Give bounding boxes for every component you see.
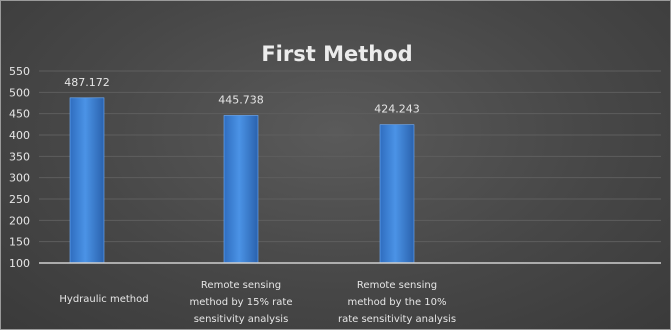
y-tick-label: 100 (9, 257, 30, 270)
y-axis-tick-labels: 100 150 200 250 300 350 400 450 500 550 (9, 65, 30, 270)
category-label: sensitivity analysis (194, 314, 289, 325)
y-tick-label: 200 (9, 214, 30, 227)
y-tick-label: 150 (9, 236, 30, 249)
data-label: 487.172 (64, 76, 110, 89)
bars (69, 97, 415, 264)
category-label: method by the 10% (347, 297, 446, 308)
category-labels: Hydraulic method Remote sensing method by … (59, 280, 456, 325)
data-label: 424.243 (374, 103, 420, 116)
y-tick-label: 550 (9, 65, 30, 78)
y-tick-label: 250 (9, 193, 30, 206)
y-tick-label: 450 (9, 108, 30, 121)
bar (379, 124, 415, 264)
category-label: Hydraulic method (59, 294, 148, 305)
chart-title: First Method (261, 42, 412, 66)
bar (223, 115, 259, 264)
bar (69, 97, 105, 264)
y-tick-label: 300 (9, 172, 30, 185)
y-tick-label: 500 (9, 86, 30, 99)
gridlines (39, 70, 661, 264)
y-tick-label: 350 (9, 150, 30, 163)
y-tick-label: 400 (9, 129, 30, 142)
category-label: method by 15% rate (190, 297, 293, 308)
data-label: 445.738 (218, 93, 264, 106)
category-label: rate sensitivity analysis (338, 314, 456, 325)
data-labels: 487.172 445.738 424.243 (64, 76, 420, 116)
category-label: Remote sensing (357, 280, 437, 291)
category-label: Remote sensing (201, 280, 281, 291)
